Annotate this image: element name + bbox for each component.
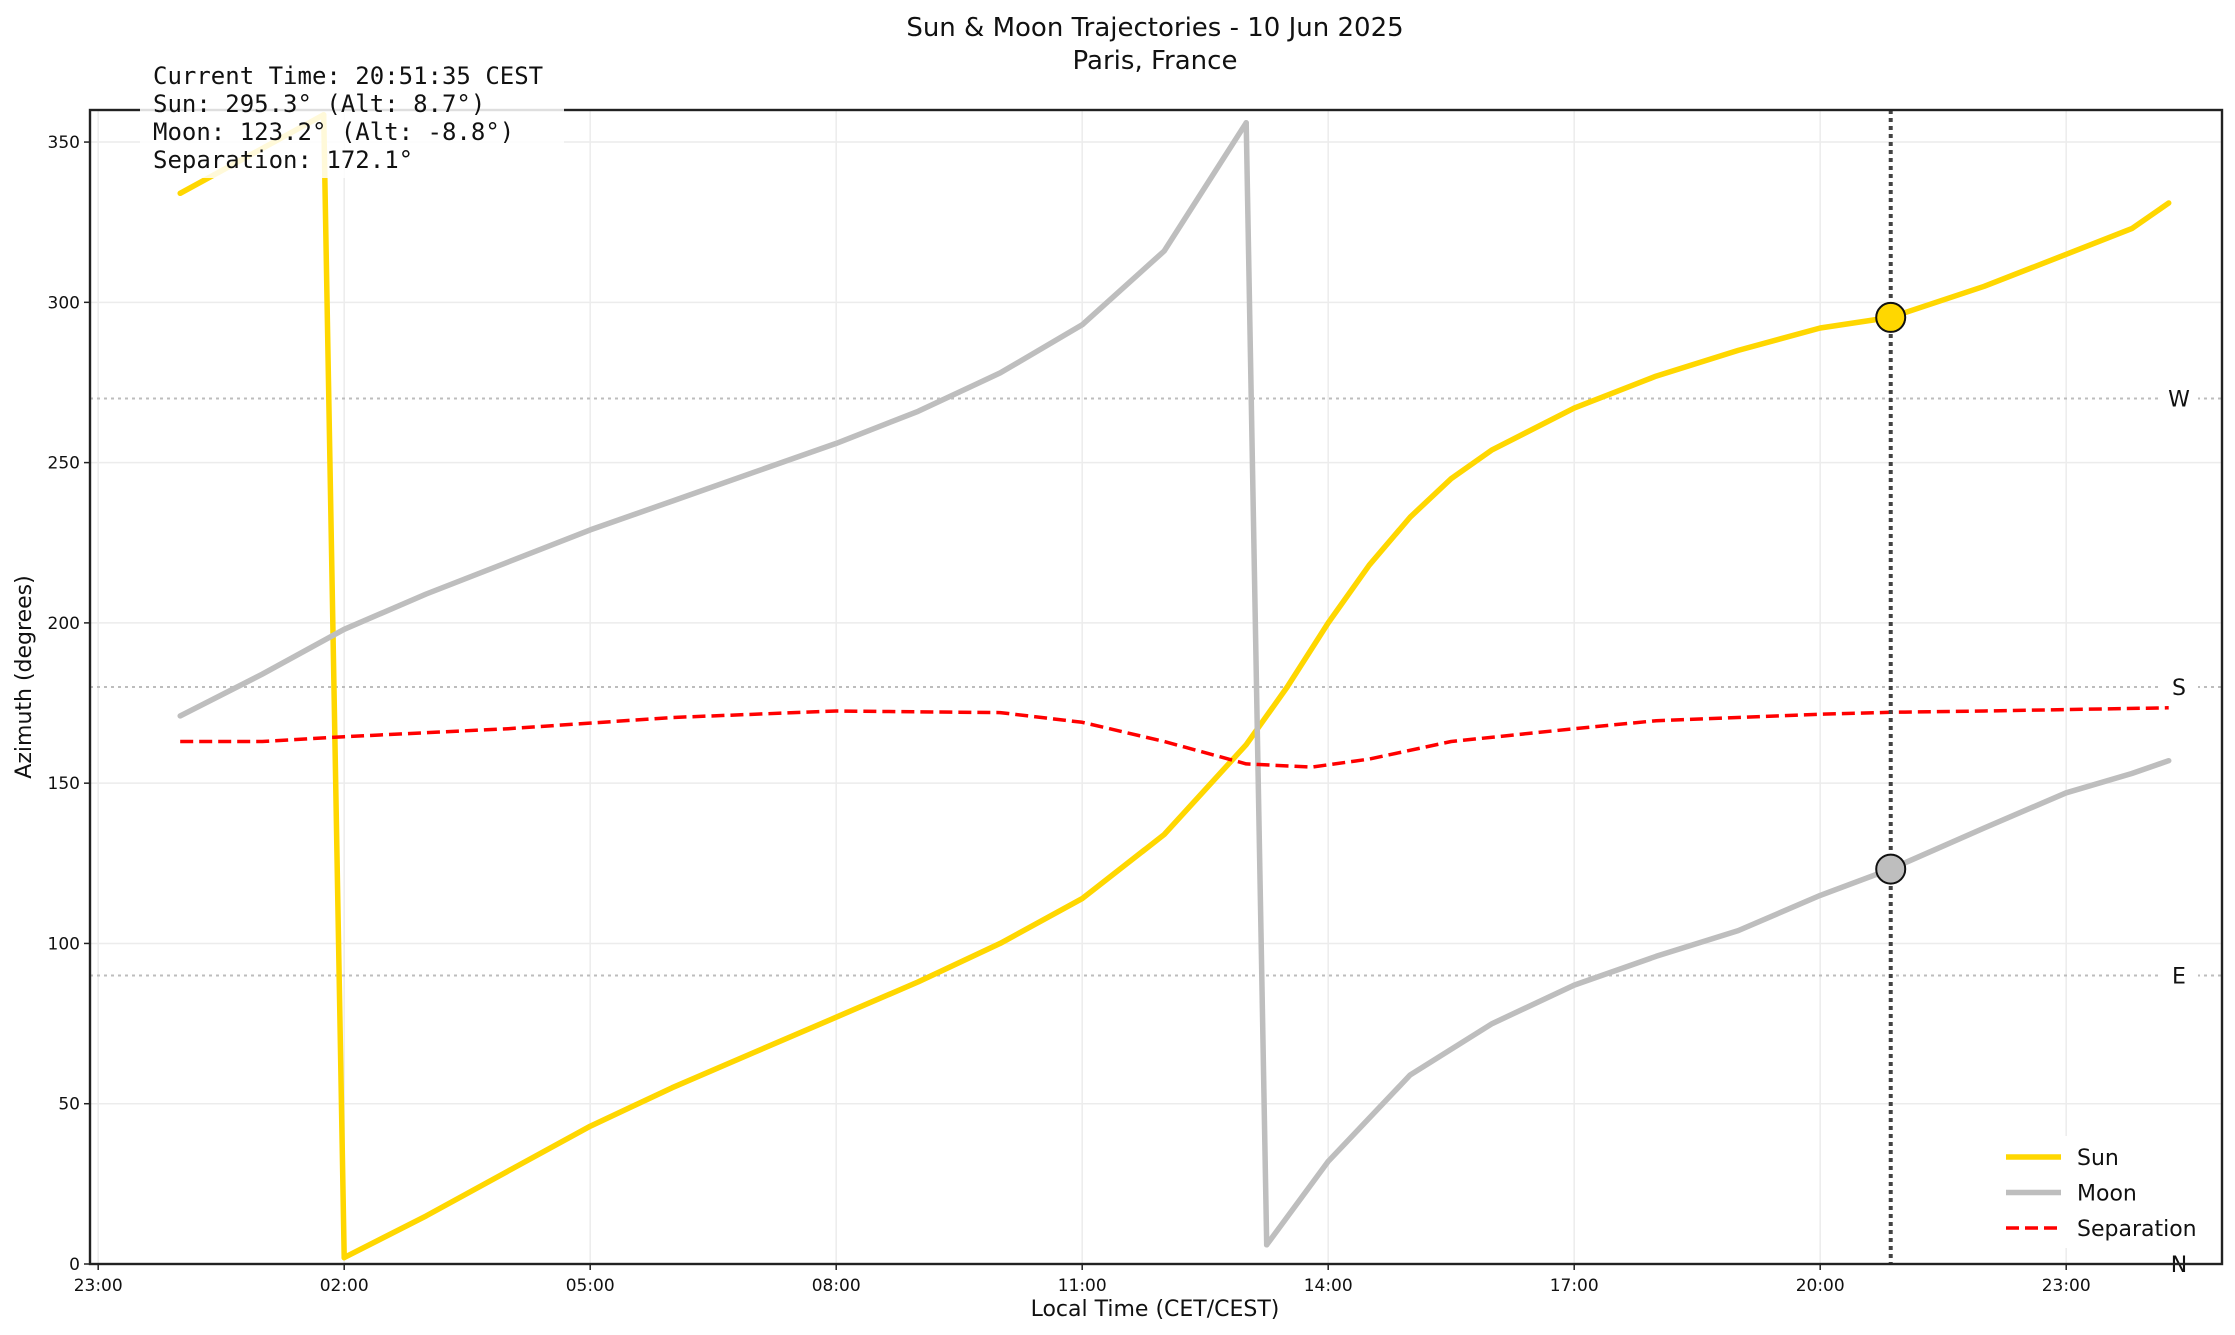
direction-label-bg — [2160, 961, 2198, 990]
x-axis-label: Local Time (CET/CEST) — [1031, 1297, 1280, 1322]
series-line-sun — [341, 200, 2172, 1261]
legend-label-separation: Separation — [2077, 1217, 2197, 1242]
y-tick-label: 100 — [48, 934, 80, 954]
y-tick-label: 300 — [48, 293, 80, 313]
direction-label-n: N — [2171, 1253, 2187, 1278]
series-line-moon — [1263, 757, 2172, 1248]
y-tick-label: 200 — [48, 614, 80, 634]
info-line: Separation: 172.1° — [153, 146, 413, 174]
x-tick-label: 05:00 — [566, 1276, 615, 1296]
series-line-sun — [320, 112, 347, 1261]
marker-sun — [1875, 301, 1907, 333]
y-axis-ticks: 0 50 100 150 200 250 300 350 — [48, 133, 90, 1275]
series-line-moon — [1243, 120, 1270, 1248]
x-tick-label: 02:00 — [320, 1276, 369, 1296]
x-tick-label: 23:00 — [74, 1276, 123, 1296]
x-tick-label: 23:00 — [2042, 1276, 2091, 1296]
x-tick-label: 11:00 — [1058, 1276, 1107, 1296]
legend-label-sun: Sun — [2077, 1146, 2119, 1171]
info-line: Moon: 123.2° (Alt: -8.8°) — [153, 118, 514, 146]
chart-subtitle: Paris, France — [1073, 46, 1238, 76]
direction-label-bg — [2160, 384, 2198, 413]
direction-label-w: W — [2168, 388, 2190, 413]
direction-label-s: S — [2172, 676, 2186, 701]
x-tick-label: 20:00 — [1796, 1276, 1845, 1296]
x-tick-label: 08:00 — [812, 1276, 861, 1296]
position-markers — [1875, 301, 1907, 885]
y-tick-label: 150 — [48, 774, 80, 794]
y-tick-label: 0 — [69, 1255, 80, 1275]
x-axis-ticks: 23:00 02:00 05:00 08:00 11:00 14:00 17:00 20:00… — [74, 1264, 2091, 1296]
legend-label-moon: Moon — [2077, 1182, 2137, 1207]
x-tick-label: 17:00 — [1550, 1276, 1599, 1296]
y-tick-label: 250 — [48, 454, 80, 474]
direction-label-bg — [2160, 673, 2198, 701]
marker-moon — [1875, 853, 1907, 885]
series-line-separation — [180, 706, 2169, 769]
plot-frame — [88, 108, 2224, 1266]
chart-title: Sun & Moon Trajectories - 10 Jun 2025 — [906, 13, 1403, 43]
y-tick-label: 50 — [58, 1095, 80, 1115]
y-axis-label: Azimuth (degrees) — [12, 575, 37, 778]
series-line-moon — [177, 120, 1249, 719]
legend: Sun Moon Separation — [1992, 1136, 2210, 1248]
x-tick-label: 14:00 — [1304, 1276, 1353, 1296]
y-tick-label: 350 — [48, 133, 80, 153]
direction-label-e: E — [2172, 965, 2186, 990]
info-line: Current Time: 20:51:35 CEST — [153, 62, 543, 90]
info-box-background — [140, 60, 564, 178]
info-line: Sun: 295.3° (Alt: 8.7°) — [153, 90, 485, 118]
